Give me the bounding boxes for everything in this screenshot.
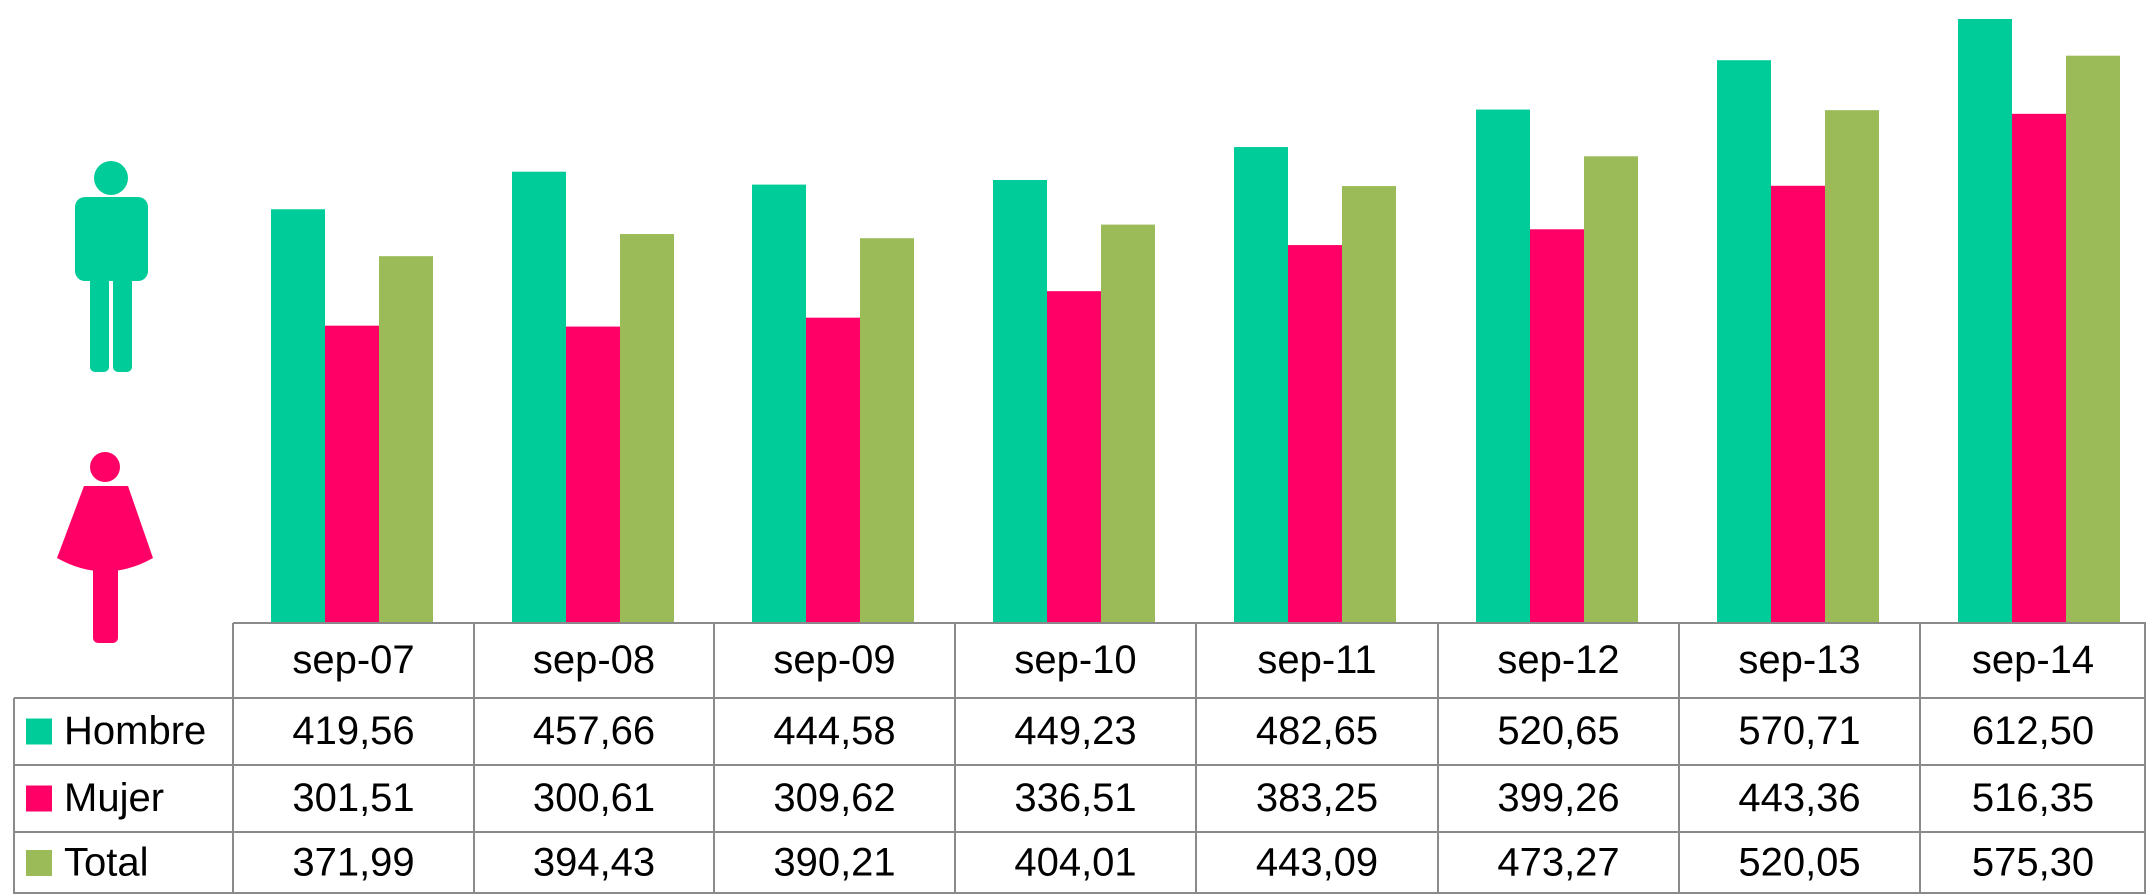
bar — [1476, 109, 1530, 624]
table-value: 390,21 — [773, 841, 895, 885]
bar — [806, 317, 860, 623]
table-value: 444,58 — [773, 709, 895, 753]
bar — [993, 180, 1047, 623]
x-tick-label: sep-12 — [1497, 638, 1619, 682]
bar — [860, 238, 914, 624]
table-value: 473,27 — [1497, 841, 1619, 885]
bar — [379, 256, 433, 623]
bar — [325, 325, 379, 623]
table-value: 404,01 — [1014, 841, 1136, 885]
table-value: 399,26 — [1497, 776, 1619, 820]
table-value: 419,56 — [292, 709, 414, 753]
table-value: 371,99 — [292, 841, 414, 885]
bar — [1717, 60, 1771, 623]
bar — [2066, 55, 2120, 623]
table-value: 300,61 — [533, 776, 655, 820]
bar — [620, 234, 674, 624]
table-value: 520,05 — [1738, 841, 1860, 885]
legend-label: Mujer — [64, 776, 164, 820]
woman-icon — [57, 452, 153, 643]
table-value: 394,43 — [533, 841, 655, 885]
bar — [1771, 185, 1825, 623]
bar — [2012, 113, 2066, 623]
bar — [1342, 186, 1396, 623]
table-value: 570,71 — [1738, 709, 1860, 753]
table-value: 383,25 — [1256, 776, 1378, 820]
table-value: 443,36 — [1738, 776, 1860, 820]
bar — [1234, 147, 1288, 623]
bar — [566, 326, 620, 623]
table-value: 449,23 — [1014, 709, 1136, 753]
x-tick-label: sep-09 — [773, 638, 895, 682]
bar — [752, 184, 806, 624]
table-value: 516,35 — [1972, 776, 2094, 820]
legend-swatch — [26, 718, 52, 745]
bar — [1047, 291, 1101, 623]
x-tick-label: sep-14 — [1972, 638, 2094, 682]
bar — [1958, 19, 2012, 623]
bar — [1584, 156, 1638, 623]
bar — [1825, 110, 1879, 624]
table-value: 612,50 — [1972, 709, 2094, 753]
table-value: 309,62 — [773, 776, 895, 820]
bar — [512, 171, 566, 623]
bar — [1530, 229, 1584, 623]
table-value: 575,30 — [1972, 841, 2094, 885]
table-value: 336,51 — [1014, 776, 1136, 820]
legend-swatch — [26, 850, 52, 876]
x-tick-label: sep-08 — [533, 638, 655, 682]
x-tick-label: sep-07 — [292, 638, 414, 682]
bar — [1288, 245, 1342, 623]
legend-label: Hombre — [64, 709, 206, 753]
table-value: 443,09 — [1256, 841, 1378, 885]
table-value: 301,51 — [292, 776, 414, 820]
table-value: 520,65 — [1497, 709, 1619, 753]
bar — [271, 209, 325, 624]
table-value: 457,66 — [533, 709, 655, 753]
x-tick-label: sep-11 — [1257, 638, 1376, 682]
bar — [1101, 224, 1155, 623]
man-icon — [75, 161, 148, 372]
x-tick-label: sep-13 — [1738, 638, 1860, 682]
x-tick-label: sep-10 — [1014, 638, 1136, 682]
legend-swatch — [26, 785, 52, 812]
table-value: 482,65 — [1256, 709, 1378, 753]
legend-label: Total — [64, 841, 149, 885]
